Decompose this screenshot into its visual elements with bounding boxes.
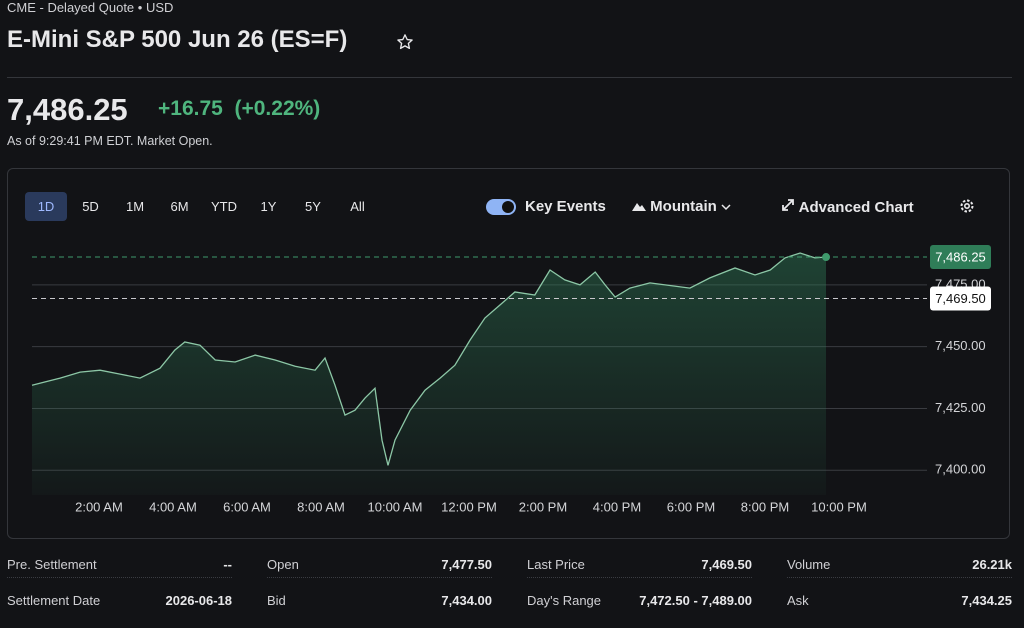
x-tick-label: 4:00 AM xyxy=(149,499,197,514)
key-events-toggle[interactable]: Key Events xyxy=(486,198,606,215)
price-change: +16.75 (+0.22%) xyxy=(158,97,320,121)
stat-label: Bid xyxy=(267,593,286,608)
chart-type-menu[interactable]: Mountain xyxy=(632,198,731,215)
x-tick-label: 10:00 PM xyxy=(811,499,867,514)
stat-value: 2026-06-18 xyxy=(165,593,233,608)
separator xyxy=(7,77,1012,78)
x-tick-label: 4:00 PM xyxy=(593,499,641,514)
advanced-chart-link[interactable]: Advanced Chart xyxy=(781,198,914,216)
stat-value: -- xyxy=(223,557,232,572)
range-button[interactable]: 1Y xyxy=(260,199,277,214)
range-button[interactable]: All xyxy=(350,199,365,214)
stat-divider xyxy=(7,577,232,578)
stat-value: 7,477.50 xyxy=(441,557,492,572)
stat-value: 7,434.00 xyxy=(441,593,492,608)
area-fill xyxy=(32,253,826,495)
price: 7,486.25 xyxy=(7,92,128,127)
range-button[interactable]: 5Y xyxy=(305,199,321,214)
stat-label: Settlement Date xyxy=(7,593,101,608)
range-button[interactable]: 1D xyxy=(25,192,67,221)
mountain-icon xyxy=(632,203,646,211)
y-tick-label: 7,450.00 xyxy=(935,338,986,353)
y-tick-label: 7,400.00 xyxy=(935,462,986,477)
exchange-info: CME - Delayed Quote • USD xyxy=(7,0,174,15)
last-price-label: 7,486.25 xyxy=(935,249,986,264)
stat-label: Day's Range xyxy=(527,593,602,608)
chevron xyxy=(721,204,731,211)
change: +16.75 xyxy=(158,97,223,120)
last-price-flag xyxy=(930,245,991,270)
stat-divider xyxy=(527,577,752,578)
x-tick-label: 2:00 AM xyxy=(75,499,123,514)
range-button[interactable]: 1M xyxy=(125,199,145,214)
price-line xyxy=(31,252,827,466)
instrument-title: E-Mini S&P 500 Jun 26 (ES=F) xyxy=(7,26,348,53)
range-button[interactable]: 5D xyxy=(82,199,99,214)
x-tick-label: 2:00 PM xyxy=(519,499,567,514)
change-percent: (+0.22%) xyxy=(234,97,321,120)
settings-icon[interactable] xyxy=(959,198,975,214)
as-of: As of 9:29:41 PM EDT. Market Open. xyxy=(7,134,213,148)
stat-label: Last Price xyxy=(527,557,585,572)
stat-label: Volume xyxy=(787,557,831,572)
stat-divider xyxy=(787,577,1012,578)
chart-panel xyxy=(7,168,1010,539)
stat-label: Open xyxy=(267,557,299,572)
x-tick-label: 10:00 AM xyxy=(368,499,423,514)
chart-type-label: Mountain xyxy=(650,198,717,215)
toggle[interactable] xyxy=(486,198,516,215)
previous-close-flag xyxy=(930,286,991,311)
stat-value: 7,469.50 xyxy=(701,557,752,572)
previous-close-label: 7,469.50 xyxy=(935,291,986,306)
expand-icon xyxy=(782,199,794,211)
x-tick-label: 6:00 AM xyxy=(223,499,271,514)
stat-label: Pre. Settlement xyxy=(7,557,97,572)
x-tick-label: 6:00 PM xyxy=(667,499,715,514)
advanced-chart-label: Advanced Chart xyxy=(798,199,914,216)
price-chart: 7,400.007,425.007,450.007,475.002:00 AM 4… xyxy=(31,245,991,514)
y-tick-label: 7,425.00 xyxy=(935,400,986,415)
x-tick-label: 8:00 PM xyxy=(741,499,789,514)
key-events-label: Key Events xyxy=(525,198,606,215)
range-button[interactable]: 6M xyxy=(170,199,189,214)
stat-divider xyxy=(267,577,492,578)
stat-label: Ask xyxy=(787,593,809,608)
stat-value: 26.21k xyxy=(972,557,1012,572)
range-selector: 1D 5D 1M 6M YTD 1Y 5Y All xyxy=(25,192,381,221)
x-tick-label: 12:00 PM xyxy=(441,499,497,514)
range-button[interactable]: YTD xyxy=(211,199,237,214)
stat-value: 7,472.50 - 7,489.00 xyxy=(639,593,752,608)
watchlist-star[interactable] xyxy=(396,33,414,51)
x-tick-label: 8:00 AM xyxy=(297,499,345,514)
stat-value: 7,434.25 xyxy=(961,593,1012,608)
